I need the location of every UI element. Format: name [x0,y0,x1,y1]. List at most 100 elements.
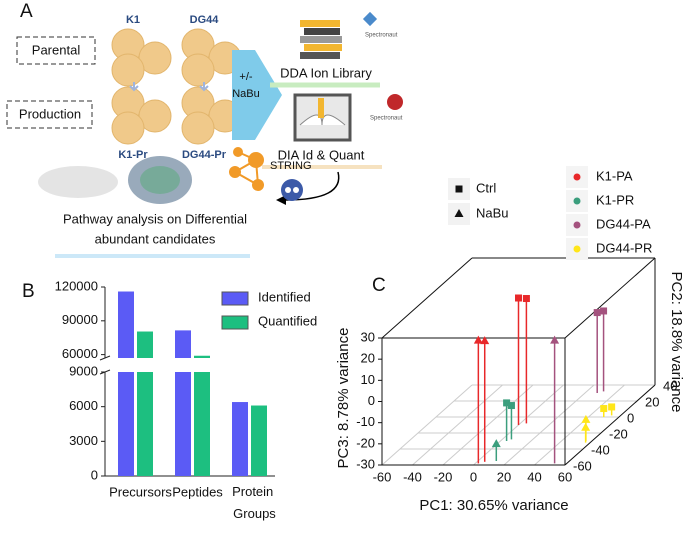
y-tick-label: 120000 [55,278,98,293]
x-tick-label: Protein Groups [232,484,277,521]
y-tick-label: -20 [609,426,628,441]
legend-swatch [573,221,581,229]
x-tick-label: Peptides [172,484,223,499]
y-tick-label: 20 [645,394,659,409]
bar [175,330,191,358]
y-tick-label: 90000 [62,312,98,327]
bar [251,405,267,476]
point [503,399,511,407]
library-icon [293,11,403,142]
cell-line: K1 [126,14,140,26]
x-tick-label: 40 [527,469,541,484]
legend-label: Identified [258,289,311,304]
grid-line [534,384,625,466]
legend-label: Quantified [258,313,317,328]
bar [118,372,134,476]
z-tick-label: 0 [368,393,375,408]
software: Spectronaut [365,33,398,39]
legend-swatch [221,315,249,330]
point [522,295,530,303]
treatment: NaBu [232,88,260,100]
point [455,185,463,193]
y-tick-label: -40 [591,442,610,457]
box-edge [564,257,656,339]
x-tick-label: 20 [497,469,511,484]
bar [194,372,210,476]
x-axis-label: PC1: 30.65% variance [419,497,568,514]
y-tick-label: 3000 [69,433,98,448]
z-axis-label: PC3: 8.78% variance [335,328,352,469]
y-tick-label: 6000 [69,398,98,413]
legend-label: NaBu [476,205,509,220]
point [593,309,601,317]
y-tick-label: 0 [627,410,634,425]
y-axis-label: PC2: 18.8% variance [668,272,685,413]
y-tick-label: 9000 [69,363,98,378]
z-tick-label: 20 [361,351,375,366]
point [515,294,522,302]
bar [137,372,153,476]
z-tick-label: -30 [356,456,375,471]
x-tick-label: -40 [403,469,422,484]
legend-swatch [573,173,581,181]
point [581,414,591,423]
arrows [129,82,209,92]
step-label: DDA Ion Library [280,65,372,80]
row-label: Production [19,106,81,121]
cell-line: DG44-Pr [182,149,227,161]
string-label: STRING [270,160,312,172]
legend-swatch [221,291,249,306]
point [507,402,515,410]
arrowhead [276,195,286,205]
bar [137,331,153,358]
parental-box [16,36,96,65]
point [581,422,591,431]
bar [194,355,210,358]
row-label: Parental [32,42,81,57]
bar [232,402,248,476]
panel-label: C [372,275,386,296]
cell-line: K1-Pr [118,149,148,161]
point [600,405,608,413]
pathway-label: abundant candidates [95,231,216,246]
x-tick-label: 0 [470,469,477,484]
z-tick-label: -10 [356,414,375,429]
z-tick-label: 30 [361,329,375,344]
legend-label: K1-PR [596,192,634,207]
panel-label: B [22,281,35,302]
z-tick-label: 10 [361,372,375,387]
grid-line [442,384,534,466]
y-tick-label: 60000 [62,346,98,361]
panel-label: A [20,1,33,22]
x-tick-label: Precursors [109,484,172,499]
point [454,209,464,217]
axis-break [99,355,111,375]
step-label: DIA Id & Quant [278,147,365,162]
big-arrow [232,50,282,140]
point [608,403,616,411]
x-tick-label: 60 [558,469,572,484]
grid-line [412,384,503,466]
point [550,335,560,344]
y-tick-label: 0 [91,467,98,482]
production-box [6,100,93,129]
grid-line [381,384,473,466]
x-tick-label: -20 [434,469,453,484]
legend-label: DG44-PR [596,240,652,255]
legend-label: Ctrl [476,180,496,195]
treatment: +/- [239,71,252,83]
software: Spectronaut [370,116,403,122]
bar [175,372,191,476]
x-tick-label: -60 [373,469,392,484]
pathway-label: Pathway analysis on Differential [63,211,247,226]
cell-line: DG44 [190,14,220,26]
bar [118,291,134,358]
point [491,439,501,448]
grid-line [503,384,595,466]
legend-swatch [573,245,581,253]
legend-swatch [573,197,581,205]
network-images [38,147,303,204]
z-tick-label: -20 [356,435,375,450]
panel-a: A Parental Production K1 DG44 K1-Pr DG44… [6,1,403,258]
